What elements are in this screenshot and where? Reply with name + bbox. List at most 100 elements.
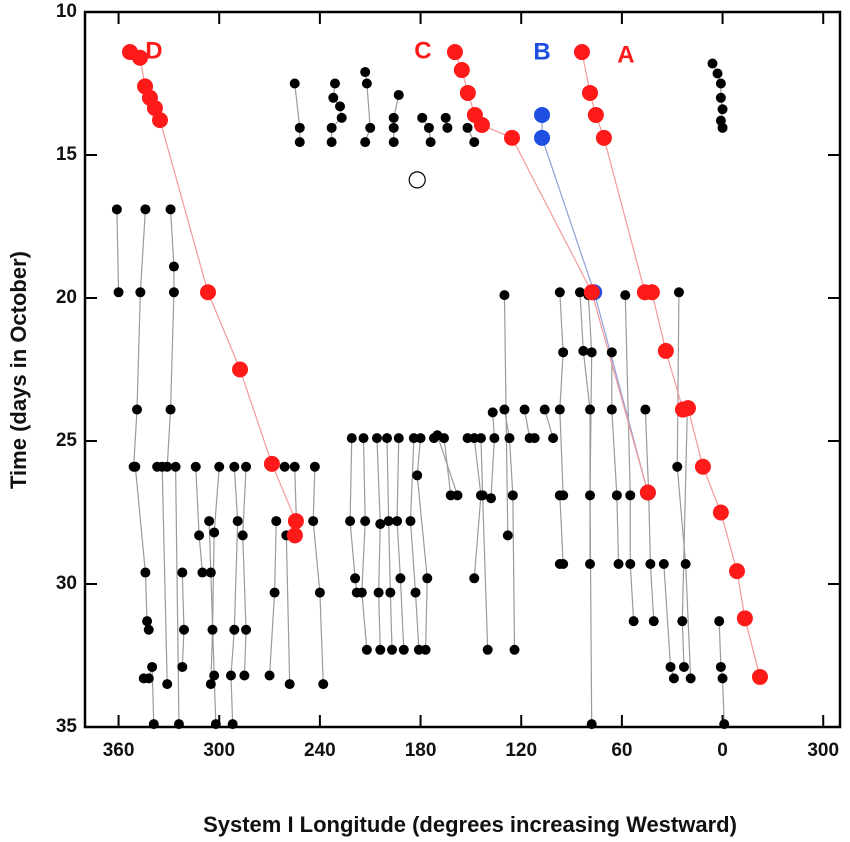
point [318, 679, 329, 690]
point [373, 587, 384, 598]
point [558, 347, 569, 358]
point [585, 490, 596, 501]
x-tick-label: 0 [717, 740, 728, 761]
point [308, 516, 319, 527]
point [728, 563, 745, 580]
point [719, 719, 730, 730]
point [534, 106, 551, 123]
point [405, 516, 416, 527]
x-tick-label: 180 [405, 740, 437, 761]
track-label: D [145, 37, 162, 64]
track-line [376, 438, 381, 650]
track-line [386, 438, 393, 650]
point [469, 573, 480, 584]
track-line [284, 466, 297, 522]
point [241, 624, 252, 635]
x-tick-label: 60 [611, 740, 632, 761]
point [715, 661, 726, 672]
point [232, 516, 243, 527]
track-label: B [533, 38, 550, 65]
point [715, 92, 726, 103]
point [237, 530, 248, 541]
point [672, 461, 683, 472]
point [680, 558, 691, 569]
y-tick-label: 25 [56, 430, 78, 451]
point [232, 361, 249, 378]
point [365, 122, 376, 133]
point [309, 461, 320, 472]
track-line [503, 295, 509, 536]
point [639, 484, 656, 501]
point [227, 719, 238, 730]
point [375, 644, 386, 655]
point [143, 673, 154, 684]
point [132, 49, 149, 66]
point [440, 112, 451, 123]
point [442, 122, 453, 133]
point [539, 404, 550, 415]
point [717, 104, 728, 115]
point [205, 567, 216, 578]
point [412, 470, 423, 481]
track-line [166, 209, 175, 467]
point [586, 347, 597, 358]
point [146, 100, 163, 117]
point [606, 404, 617, 415]
track-line [559, 292, 564, 496]
point [162, 461, 173, 472]
point [328, 92, 339, 103]
point [423, 122, 434, 133]
point [585, 558, 596, 569]
point [625, 490, 636, 501]
point [375, 518, 386, 529]
point [715, 78, 726, 89]
track-label: A [617, 41, 634, 68]
x-tick-label: 300 [807, 740, 839, 761]
point [346, 433, 357, 444]
point [668, 673, 679, 684]
point [628, 616, 639, 627]
point [190, 461, 201, 472]
point [132, 404, 143, 415]
track-line [230, 466, 239, 725]
track-line [294, 83, 301, 143]
point [140, 204, 151, 215]
point [519, 404, 530, 415]
point [382, 433, 392, 444]
point [587, 106, 604, 123]
point [558, 490, 569, 501]
point [499, 404, 510, 415]
x-tick-label: 360 [103, 740, 135, 761]
track-label: C [414, 37, 431, 64]
point [263, 455, 280, 472]
y-axis-label: Time (days in October) [6, 251, 31, 489]
point [611, 490, 622, 501]
track-line [268, 521, 277, 676]
track-line [134, 466, 150, 630]
point [358, 433, 369, 444]
track-line [541, 114, 649, 493]
point [717, 122, 728, 133]
track-line [331, 83, 343, 143]
track-line [312, 466, 324, 685]
point [554, 287, 565, 298]
point [286, 527, 303, 544]
x-tick-label: 120 [505, 740, 537, 761]
point [648, 616, 659, 627]
point [714, 616, 725, 627]
point [459, 84, 476, 101]
point [462, 433, 473, 444]
point [393, 89, 404, 100]
track-line [587, 295, 593, 725]
point [335, 101, 346, 112]
point [529, 433, 540, 444]
point [387, 644, 398, 655]
point [168, 287, 179, 298]
point [573, 44, 590, 61]
point [383, 516, 394, 527]
point [645, 558, 656, 569]
point [685, 673, 696, 684]
point [393, 433, 404, 444]
point [410, 587, 421, 598]
point [657, 342, 674, 359]
